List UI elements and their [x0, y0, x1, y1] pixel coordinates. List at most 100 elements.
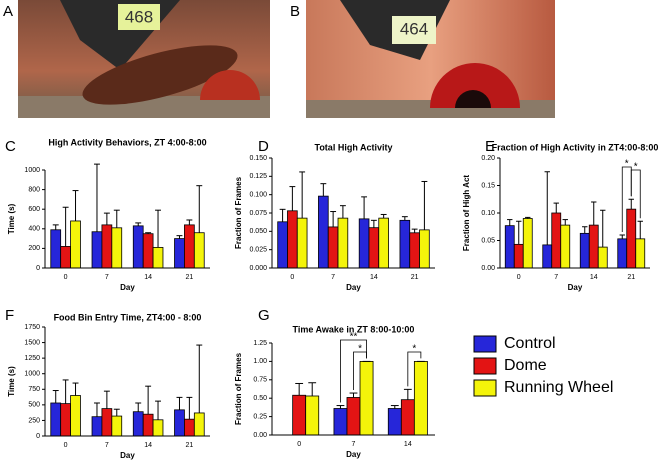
y-axis-label: Fraction of Frames — [234, 176, 243, 249]
error-bar — [155, 400, 161, 420]
error-bar — [553, 202, 559, 213]
error-bar — [62, 206, 69, 247]
y-tick-label: 0.15 — [481, 182, 495, 189]
y-tick-label: 0.75 — [253, 377, 267, 384]
bar — [337, 217, 349, 269]
error-bar — [145, 232, 152, 234]
panel-label: C — [5, 138, 16, 155]
y-tick-label: 1250 — [24, 355, 40, 362]
bar — [184, 418, 195, 437]
error-bar — [145, 385, 152, 415]
significance-label: ** — [350, 332, 358, 343]
x-tick-label: 21 — [185, 274, 193, 281]
error-bar — [516, 220, 522, 245]
error-bar — [52, 390, 59, 403]
legend-swatch — [473, 335, 497, 353]
x-tick-label: 21 — [627, 274, 635, 281]
y-tick-label: 0.20 — [481, 155, 495, 162]
bar — [174, 409, 185, 437]
y-tick-label: 1000 — [24, 167, 40, 174]
error-bar — [94, 163, 100, 232]
bar — [101, 408, 113, 437]
bar — [504, 225, 515, 269]
y-tick-label: 500 — [28, 402, 40, 409]
x-axis-label: Day — [120, 451, 135, 460]
error-bar — [113, 408, 120, 417]
error-bar — [196, 344, 203, 413]
bar — [409, 232, 420, 269]
bar — [60, 403, 71, 437]
bar — [551, 212, 562, 269]
bar — [413, 360, 428, 436]
error-bar — [113, 209, 120, 228]
x-tick-label: 7 — [105, 274, 109, 281]
y-tick-label: 1.25 — [253, 340, 267, 347]
panel-label: G — [258, 307, 270, 324]
error-bar — [411, 228, 418, 233]
error-bar — [628, 198, 634, 210]
error-bar — [308, 382, 317, 396]
chart-title: Fraction of High Activity in ZT4:00-8:00 — [492, 142, 659, 152]
axes — [44, 327, 210, 437]
bar — [318, 195, 329, 269]
x-axis-label: Day — [346, 283, 361, 292]
error-bar — [600, 209, 606, 248]
error-bar — [619, 234, 625, 239]
error-bar — [562, 219, 568, 226]
bar — [588, 224, 599, 269]
y-tick-label: 400 — [28, 226, 40, 233]
error-bar — [62, 379, 69, 404]
axes — [271, 158, 435, 269]
y-tick-label: 1500 — [24, 339, 40, 346]
panel-label: A — [3, 3, 13, 20]
error-bar — [279, 208, 286, 222]
bar — [152, 419, 164, 437]
x-axis-label: Day — [346, 450, 361, 459]
significance-label: * — [625, 159, 629, 170]
tag-label: 468 — [125, 7, 153, 26]
bar — [193, 412, 205, 437]
significance-label: * — [358, 344, 362, 355]
x-tick-label: 0 — [517, 274, 521, 281]
y-tick-label: 0.125 — [249, 173, 267, 180]
error-bar — [155, 209, 161, 248]
panel-label: D — [258, 138, 269, 155]
bar — [399, 219, 411, 269]
x-tick-label: 14 — [144, 274, 152, 281]
tag-label: 464 — [400, 19, 428, 38]
y-tick-label: 1.00 — [253, 358, 267, 365]
bar — [142, 233, 154, 269]
bar — [174, 238, 185, 269]
axes — [271, 343, 435, 436]
error-bar — [72, 190, 79, 221]
error-bar — [349, 392, 358, 398]
error-bar — [339, 205, 346, 219]
bar — [560, 224, 571, 269]
error-bar — [176, 235, 183, 239]
bar — [101, 224, 113, 269]
error-bar — [289, 186, 296, 211]
bar — [70, 395, 81, 437]
y-tick-label: 800 — [28, 186, 40, 193]
significance-label: * — [634, 162, 638, 173]
bar — [50, 229, 62, 269]
legend-label: Dome — [504, 357, 547, 374]
y-tick-label: 0 — [36, 433, 40, 440]
y-axis-label: Time (s) — [7, 366, 16, 397]
bar — [522, 218, 533, 269]
bar — [193, 232, 205, 269]
bar — [400, 399, 415, 436]
bar — [132, 411, 144, 437]
error-bar — [544, 171, 550, 245]
error-bar — [361, 196, 368, 219]
x-tick-label: 14 — [144, 442, 152, 449]
bar — [277, 221, 288, 269]
bar — [327, 226, 339, 269]
y-tick-label: 0.075 — [249, 210, 267, 217]
photo-a — [18, 0, 270, 118]
y-axis-label: Time (s) — [7, 203, 16, 234]
error-bar — [186, 396, 193, 420]
y-tick-label: 0.000 — [249, 265, 267, 272]
x-tick-label: 14 — [370, 274, 378, 281]
bar — [296, 217, 308, 269]
